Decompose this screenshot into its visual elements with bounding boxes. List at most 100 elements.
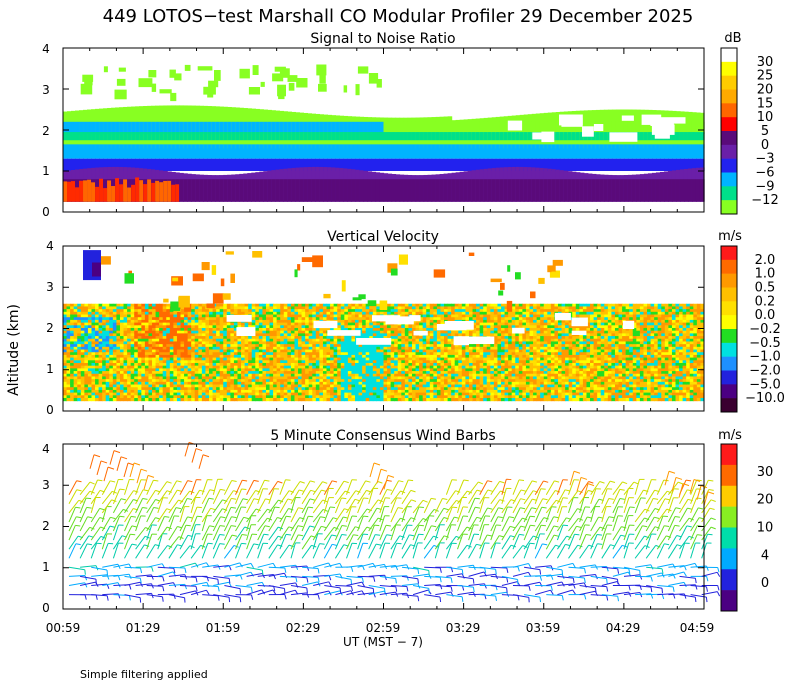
vv-cell <box>141 371 146 375</box>
vv-cell <box>290 357 295 361</box>
snr-cell <box>207 92 214 98</box>
vv-cell <box>194 389 199 394</box>
snr-cell <box>347 158 353 171</box>
snr-cell <box>331 121 337 135</box>
vv-cell <box>436 314 441 318</box>
vv-cell <box>198 365 203 369</box>
vv-cell <box>298 368 303 372</box>
vv-cell <box>273 344 278 348</box>
vv-cell <box>230 341 235 345</box>
snr-cell <box>427 158 433 171</box>
vv-cell <box>144 330 149 334</box>
vv-cell <box>290 381 295 386</box>
snr-cell <box>138 78 153 88</box>
vv-cell <box>433 384 438 388</box>
vv-cell <box>326 389 331 394</box>
vv-cell <box>109 325 114 329</box>
vv-cell <box>372 384 377 388</box>
vv-cell <box>152 376 157 380</box>
snr-cell <box>163 121 168 135</box>
snr-cell <box>619 179 625 202</box>
vv-cell <box>244 379 249 383</box>
snr-cell <box>403 144 409 159</box>
vv-cell <box>230 376 235 380</box>
snr-cell <box>571 121 577 135</box>
vv-cell <box>119 314 125 318</box>
vv-cell <box>269 303 274 307</box>
vv-cell <box>298 397 303 402</box>
vv-cell <box>283 309 288 313</box>
vv-cell <box>426 338 431 342</box>
vv-cell <box>144 314 149 318</box>
vv-cell <box>176 357 182 361</box>
vv-cell <box>219 368 224 372</box>
vv-cell <box>119 368 125 372</box>
vv-cell <box>244 395 249 399</box>
snr-cell <box>499 179 505 202</box>
vv-cell <box>130 333 135 337</box>
vv-cell <box>187 346 192 351</box>
vv-cell <box>355 389 360 394</box>
vv-cell <box>223 352 228 356</box>
vv-cell <box>426 379 431 383</box>
vv-cell <box>134 314 139 318</box>
vv-cell <box>212 344 217 348</box>
vv-cell <box>330 306 335 310</box>
vv-cell <box>119 327 125 332</box>
snr-cell <box>111 186 116 202</box>
vv-cell <box>376 357 381 361</box>
vv-cell <box>294 309 299 313</box>
snr-cell <box>483 179 489 202</box>
snr-cell <box>315 132 320 141</box>
vv-cell <box>152 341 157 345</box>
vv-cell <box>337 387 342 391</box>
vv-cell <box>237 362 242 367</box>
snr-cell <box>415 132 421 141</box>
snr-cell <box>271 158 276 171</box>
vv-cell <box>333 314 338 318</box>
vv-cell <box>184 306 189 310</box>
snr-cell <box>219 121 224 135</box>
vv-cell <box>155 330 160 334</box>
snr-cell <box>207 132 212 141</box>
vv-cell <box>98 387 103 391</box>
vv-cell <box>248 376 253 380</box>
vv-cell <box>148 314 153 318</box>
snr-cell <box>83 132 88 141</box>
vv-cell <box>265 325 271 329</box>
vv-cell <box>415 379 420 383</box>
snr-cell <box>99 158 104 171</box>
vv-cell <box>404 384 409 388</box>
vv-cell <box>116 357 121 361</box>
vv-cell <box>298 346 303 351</box>
vv-cell <box>315 365 320 369</box>
vv-cell <box>290 365 295 369</box>
vv-cell <box>230 360 235 364</box>
vv-cell <box>369 379 374 383</box>
vv-cell <box>209 349 214 353</box>
vv-cell <box>298 354 303 359</box>
snr-cell <box>595 158 601 171</box>
vv-cell <box>419 387 424 391</box>
vv-cell <box>127 384 132 388</box>
vv-cell <box>276 336 281 340</box>
snr-cell <box>443 158 449 171</box>
snr-cell <box>427 179 433 202</box>
vv-cell <box>63 319 68 324</box>
vv-cell <box>219 397 224 402</box>
vv-cell <box>87 362 92 367</box>
vv-cell <box>251 303 256 307</box>
snr-cell <box>367 158 373 171</box>
vv-cell <box>290 397 295 402</box>
vv-cell <box>119 341 125 345</box>
vv-cell <box>173 322 178 326</box>
vv-cell <box>148 319 153 324</box>
snr-cell <box>119 184 124 202</box>
vv-cell <box>176 368 182 372</box>
snr-cell <box>663 158 669 171</box>
vv-cell <box>351 314 356 318</box>
vv-cell <box>330 384 335 388</box>
vv-cell <box>376 303 381 307</box>
vv-cell <box>152 373 157 377</box>
snr-cell <box>83 158 88 171</box>
